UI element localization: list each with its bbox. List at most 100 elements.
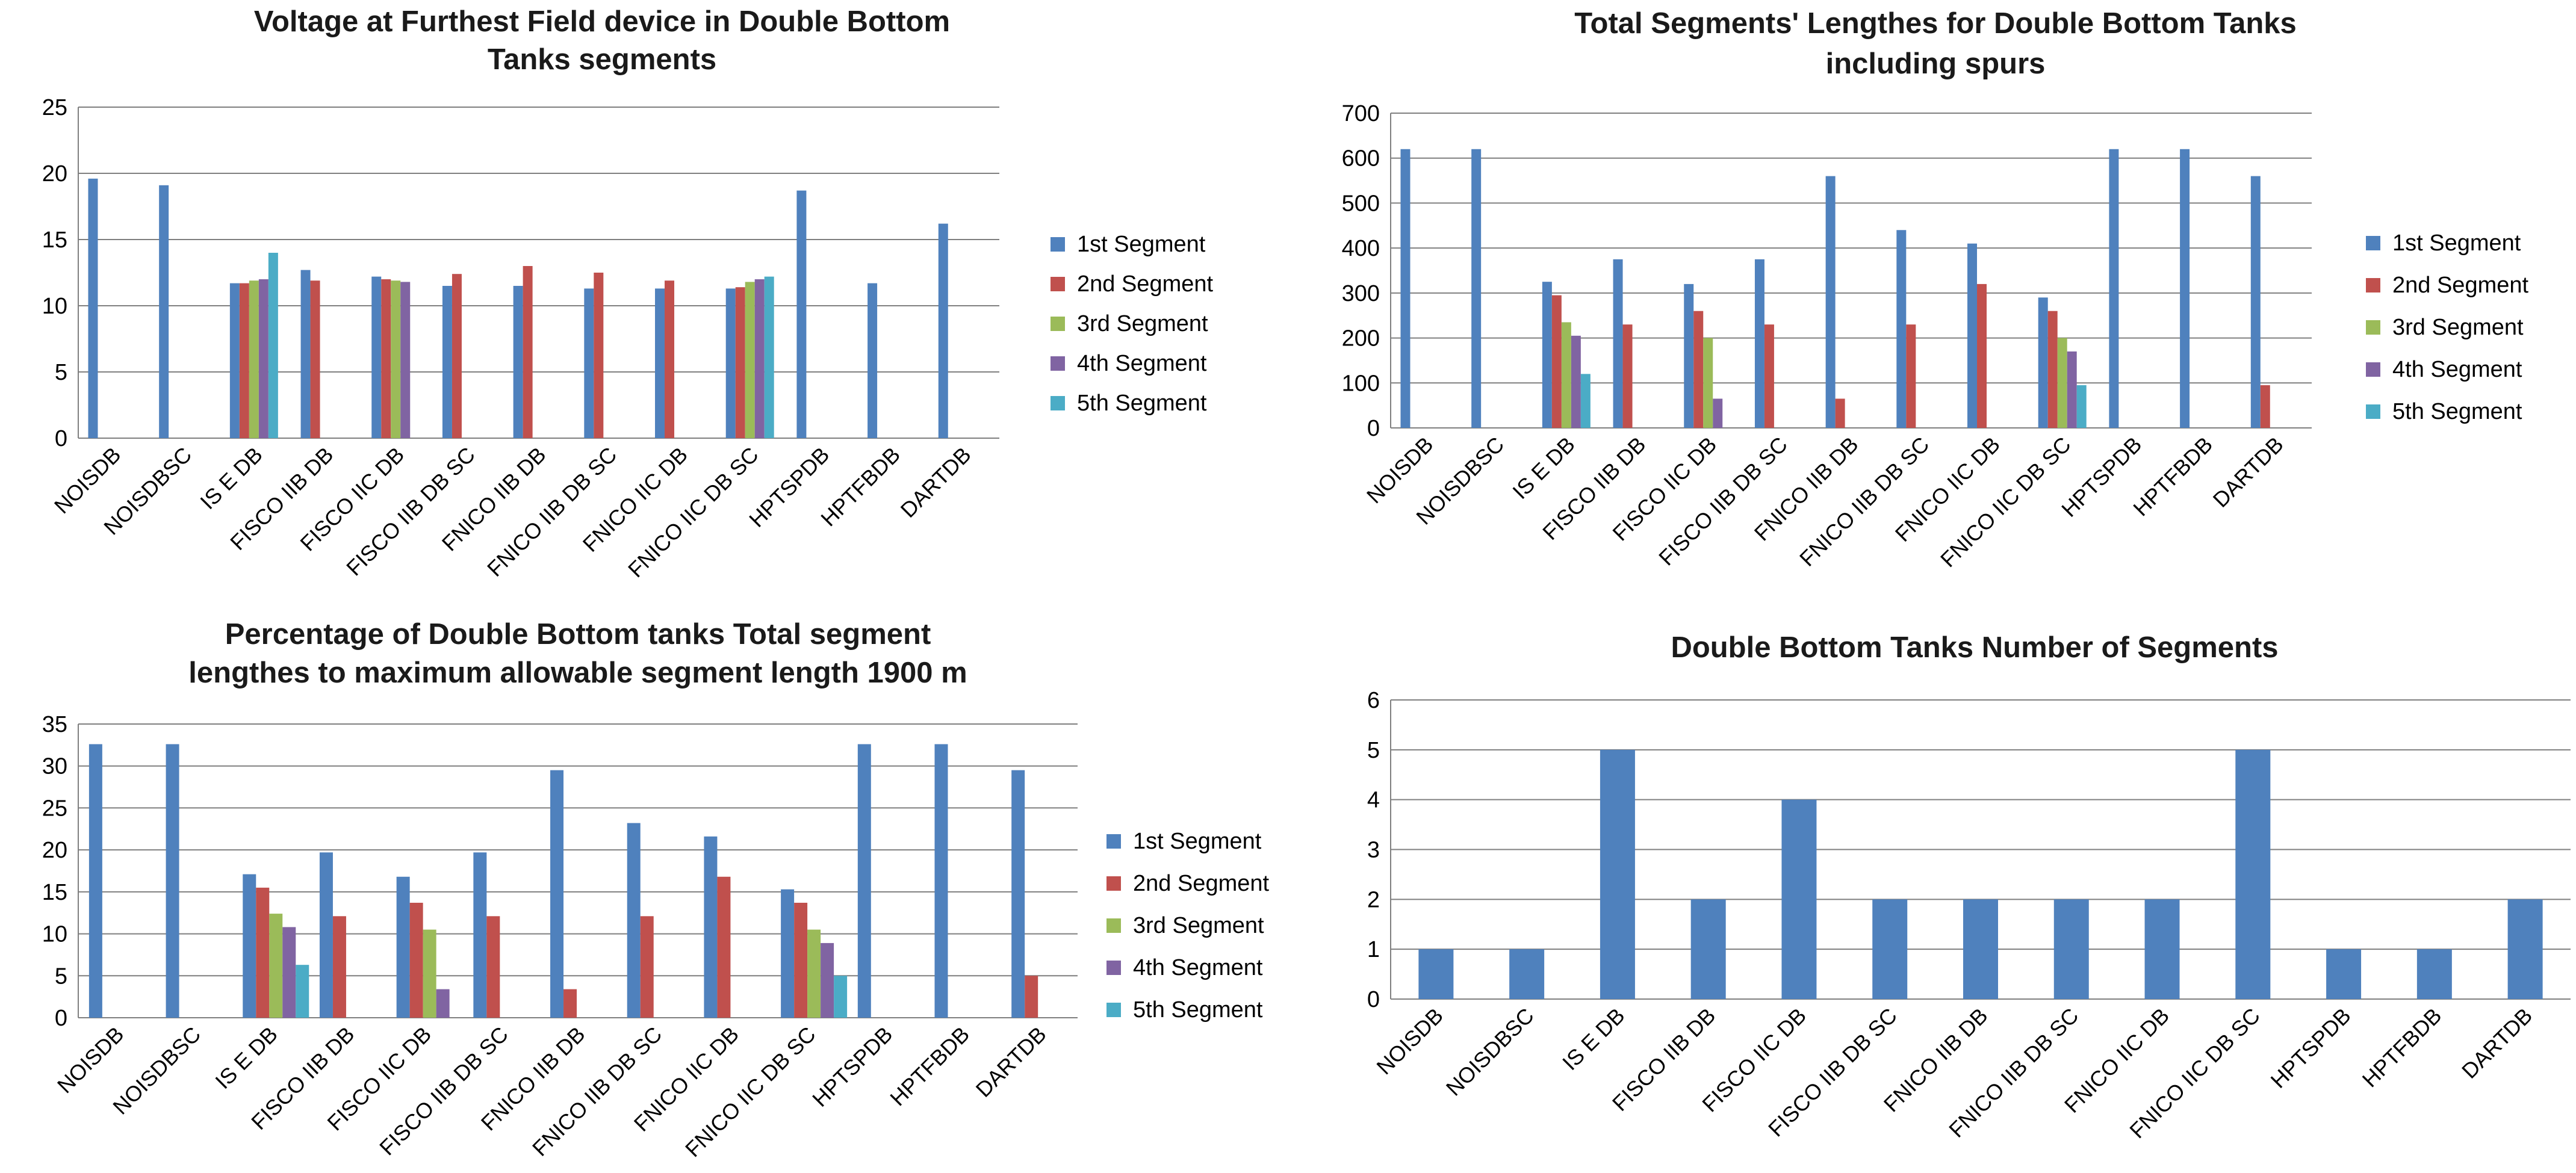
bar-4th-segment bbox=[258, 279, 268, 438]
bar-1st-segment bbox=[229, 283, 240, 438]
legend-label: 4th Segment bbox=[1077, 351, 1207, 376]
bar-2nd-segment bbox=[2047, 311, 2058, 428]
bar-2nd-segment bbox=[1764, 324, 1774, 428]
bar-2nd-segment bbox=[239, 283, 249, 438]
bar-1st-segment bbox=[655, 288, 665, 438]
x-category-label: FNICO IIB DB SC bbox=[482, 442, 621, 581]
legend-swatch bbox=[2366, 362, 2380, 377]
bar-1st-segment bbox=[2038, 297, 2048, 428]
legend-swatch bbox=[1106, 961, 1121, 975]
legend-swatch bbox=[1051, 396, 1065, 410]
y-tick-label: 0 bbox=[1367, 416, 1380, 441]
legend-swatch bbox=[1106, 918, 1121, 933]
legend-swatch bbox=[1051, 317, 1065, 331]
bar-5th-segment bbox=[2076, 385, 2087, 428]
bar-2nd-segment bbox=[2260, 385, 2270, 428]
bar-2nd-segment bbox=[1906, 324, 1916, 428]
bar-5th-segment bbox=[296, 965, 309, 1018]
x-category-label: FNICO IIB DB SC bbox=[1795, 432, 1934, 571]
bar-2nd-segment bbox=[794, 902, 808, 1018]
chart-title: Voltage at Furthest Field device in Doub… bbox=[254, 5, 950, 38]
bar-1st-segment bbox=[396, 876, 410, 1018]
y-tick-label: 15 bbox=[42, 227, 67, 253]
legend-label: 3rd Segment bbox=[2392, 315, 2524, 340]
bar-number-of-segments bbox=[1600, 749, 1635, 999]
bar-2nd-segment bbox=[486, 916, 500, 1018]
y-tick-label: 0 bbox=[55, 426, 67, 451]
chart-2: Total Segments' Lengthes for Double Bott… bbox=[1342, 7, 2529, 572]
bar-1st-segment bbox=[550, 770, 564, 1018]
bar-4th-segment bbox=[1713, 398, 1723, 428]
x-category-label: IS E DB bbox=[1557, 1003, 1630, 1076]
chart-title: including spurs bbox=[1826, 48, 2046, 80]
y-tick-label: 2 bbox=[1367, 887, 1380, 912]
bar-3rd-segment bbox=[2057, 338, 2067, 428]
legend-swatch bbox=[2366, 320, 2380, 335]
x-category-label: HPTSPDB bbox=[807, 1022, 897, 1112]
bar-number-of-segments bbox=[2507, 899, 2543, 999]
bar-4th-segment bbox=[1571, 335, 1581, 428]
bar-number-of-segments bbox=[2326, 949, 2362, 999]
bar-number-of-segments bbox=[2053, 899, 2089, 999]
bar-3rd-segment bbox=[807, 929, 821, 1018]
y-tick-label: 5 bbox=[55, 964, 67, 989]
y-tick-label: 30 bbox=[42, 754, 67, 779]
bar-4th-segment bbox=[754, 279, 765, 438]
legend-label: 5th Segment bbox=[1077, 391, 1207, 416]
y-tick-label: 1 bbox=[1367, 937, 1380, 962]
legend-label: 1st Segment bbox=[2392, 231, 2521, 256]
y-tick-label: 20 bbox=[42, 838, 67, 863]
bar-1st-segment bbox=[704, 836, 718, 1018]
x-category-label: IS E DB bbox=[195, 442, 267, 515]
y-tick-label: 100 bbox=[1342, 371, 1380, 396]
bar-2nd-segment bbox=[1693, 311, 1704, 428]
bar-3rd-segment bbox=[1703, 338, 1713, 428]
bar-2nd-segment bbox=[1835, 398, 1845, 428]
legend-swatch bbox=[1106, 834, 1121, 849]
x-category-label: FISCO IIB DB SC bbox=[374, 1022, 513, 1160]
legend-label: 2nd Segment bbox=[1133, 871, 1269, 896]
x-category-label: IS E DB bbox=[1507, 432, 1580, 504]
legend-label: 2nd Segment bbox=[2392, 273, 2528, 298]
bar-number-of-segments bbox=[1781, 799, 1817, 999]
y-tick-label: 5 bbox=[55, 360, 67, 385]
y-tick-label: 10 bbox=[42, 922, 67, 947]
y-tick-label: 600 bbox=[1342, 146, 1380, 172]
bar-1st-segment bbox=[2250, 176, 2261, 428]
bar-1st-segment bbox=[796, 190, 807, 438]
bar-number-of-segments bbox=[1690, 899, 1726, 999]
bar-1st-segment bbox=[300, 270, 311, 438]
bar-4th-segment bbox=[400, 282, 411, 438]
bar-1st-segment bbox=[1967, 243, 1978, 428]
bar-number-of-segments bbox=[1509, 949, 1545, 999]
bar-2nd-segment bbox=[1977, 283, 1987, 428]
bar-number-of-segments bbox=[2144, 899, 2180, 999]
y-tick-label: 0 bbox=[1367, 987, 1380, 1012]
bar-3rd-segment bbox=[745, 282, 755, 438]
bar-1st-segment bbox=[934, 744, 948, 1018]
bar-1st-segment bbox=[1896, 230, 1907, 428]
x-category-label: DARTDB bbox=[2457, 1003, 2537, 1083]
bar-1st-segment bbox=[1400, 149, 1411, 428]
bar-3rd-segment bbox=[391, 280, 401, 438]
bar-2nd-segment bbox=[332, 916, 346, 1018]
bar-1st-segment bbox=[1684, 283, 1694, 428]
bar-number-of-segments bbox=[1872, 899, 1908, 999]
x-category-label: FNICO IIC DB SC bbox=[680, 1022, 821, 1162]
x-category-label: DARTDB bbox=[2208, 432, 2288, 512]
x-category-label: HPTFBDB bbox=[885, 1022, 974, 1111]
bar-2nd-segment bbox=[563, 989, 577, 1018]
bar-2nd-segment bbox=[310, 280, 320, 438]
y-tick-label: 500 bbox=[1342, 191, 1380, 216]
chart-4: Double Bottom Tanks Number of Segments 0 1… bbox=[1367, 631, 2571, 1143]
bar-1st-segment bbox=[781, 889, 795, 1018]
x-category-label: NOISDBSC bbox=[1441, 1003, 1539, 1101]
bar-1st-segment bbox=[159, 185, 169, 438]
legend-swatch bbox=[1051, 237, 1065, 252]
bar-number-of-segments bbox=[1418, 949, 1454, 999]
legend-swatch bbox=[2366, 404, 2380, 419]
legend-label: 5th Segment bbox=[1133, 997, 1263, 1023]
chart-3: Percentage of Double Bottom tanks Total … bbox=[42, 618, 1270, 1162]
bar-1st-segment bbox=[319, 852, 333, 1018]
bar-number-of-segments bbox=[2235, 749, 2271, 999]
